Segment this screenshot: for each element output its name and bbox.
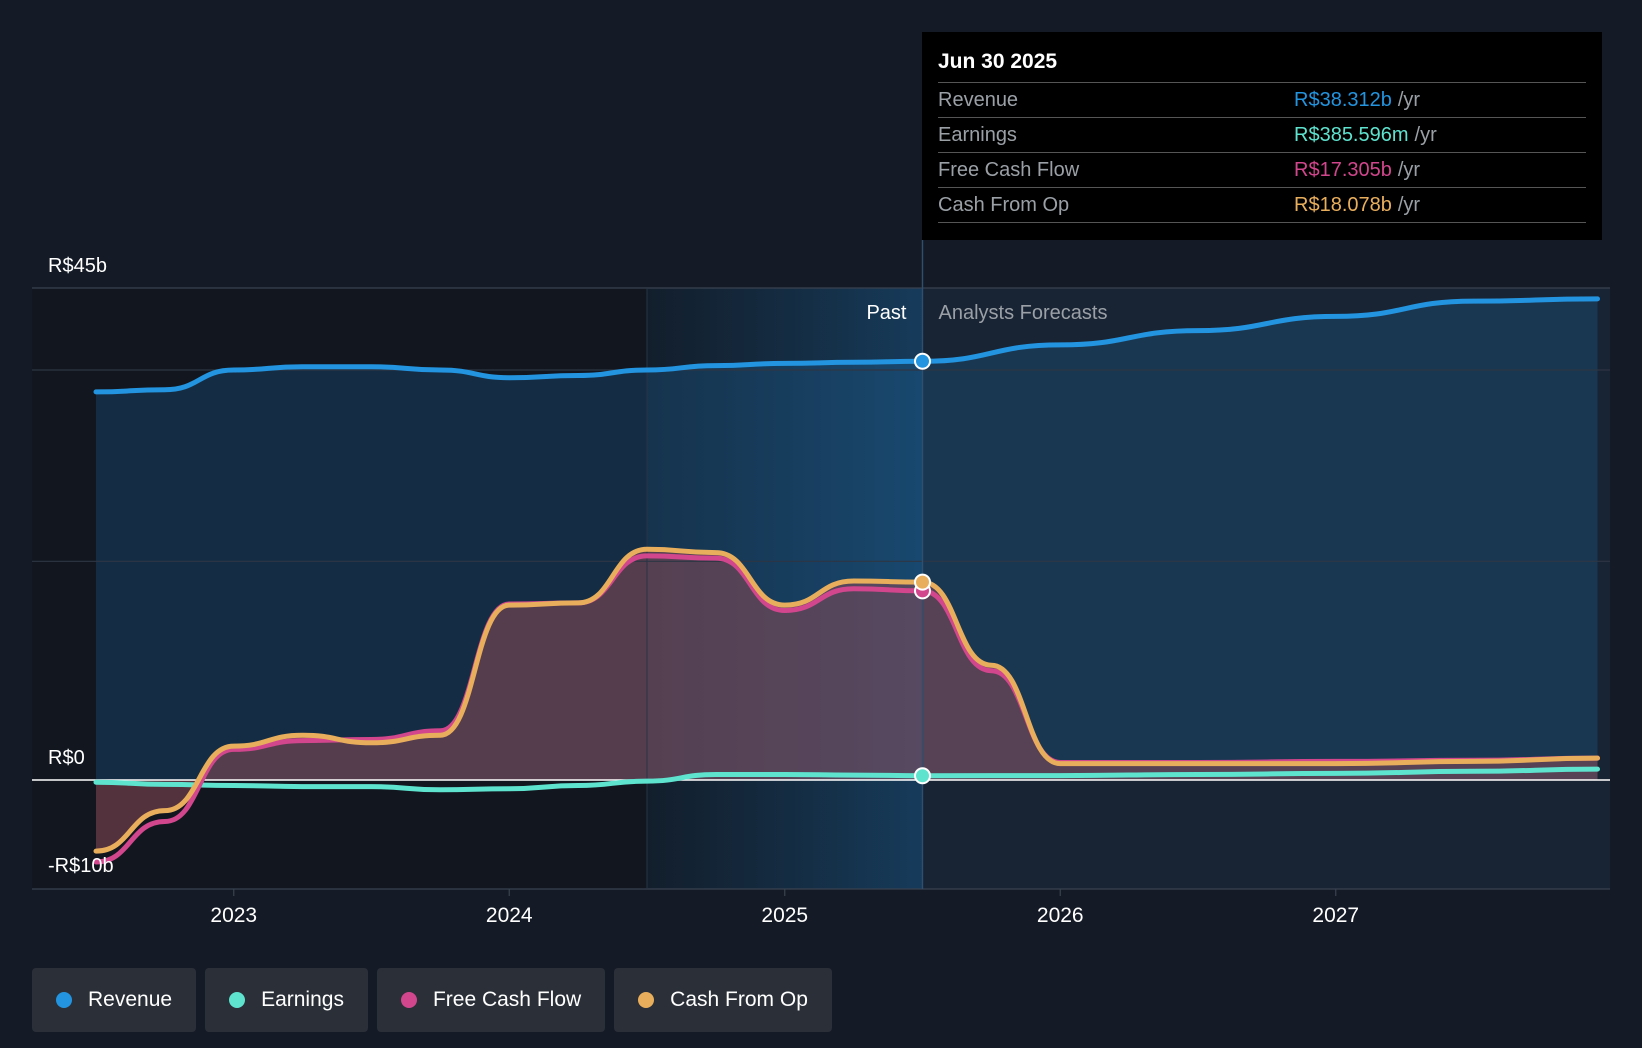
legend-item-revenue[interactable]: Revenue [32,968,197,1032]
y-axis-label-top: R$45b [48,255,107,277]
x-tick-label: 2023 [210,904,257,927]
tooltip-row-revenue: Revenue R$38.312b /yr [938,83,1586,118]
forecast-label: Analysts Forecasts [939,302,1108,324]
cfo-dot-icon [638,992,655,1008]
cash-from-op-marker [914,573,931,591]
tooltip-label: Revenue [938,89,1019,111]
legend-label: Cash From Op [670,988,808,1011]
tooltip-unit: /yr [1397,194,1421,216]
revenue-dot-icon [56,992,72,1008]
tooltip-row-earnings: Earnings R$385.596m /yr [938,118,1586,153]
revenue-marker [914,352,931,370]
earnings-dot-icon [229,992,246,1008]
chart-markers [914,352,931,785]
legend-item-cfo[interactable]: Cash From Op [614,968,832,1032]
tooltip-row-cfo: Cash From Op R$18.078b /yr [938,188,1586,223]
tooltip-unit: /yr [1397,159,1421,181]
tooltip-unit: /yr [1414,124,1437,146]
tooltip-value: R$385.596m [1294,124,1409,146]
legend-item-earnings[interactable]: Earnings [205,968,368,1032]
tooltip-panel: Jun 30 2025 Revenue R$38.312b /yr Earnin… [922,32,1602,240]
tooltip-value: R$38.312b [1294,89,1392,111]
fcf-dot-icon [400,992,417,1008]
past-label: Past [866,302,906,324]
chart-labels: Past Analysts Forecasts R$45b R$0 -R$10b… [48,255,1359,927]
tooltip-label: Free Cash Flow [938,159,1080,181]
legend-item-fcf[interactable]: Free Cash Flow [376,968,606,1032]
tooltip-label: Earnings [938,124,1017,146]
tooltip-date: Jun 30 2025 [938,46,1586,83]
x-tick-label: 2025 [761,904,808,927]
earnings-line [93,766,1600,793]
x-tick-label: 2024 [486,904,533,927]
revenue-line [93,296,1600,395]
chart-areas [96,298,1598,852]
y-axis-label-zero: R$0 [48,747,85,769]
x-tick-label: 2027 [1312,904,1359,927]
legend-label: Earnings [261,988,344,1011]
y-axis-label-bottom: -R$10b [48,855,114,877]
legend-label: Revenue [88,988,173,1011]
tooltip-label: Cash From Op [938,194,1070,216]
legend: Revenue Earnings Free Cash Flow Cash Fro… [32,968,832,1032]
forecast-region [922,288,1610,889]
x-tick-label: 2026 [1037,904,1084,927]
chart-lines [93,296,1600,865]
legend-label: Free Cash Flow [432,988,582,1011]
tooltip-row-fcf: Free Cash Flow R$17.305b /yr [938,153,1586,188]
revenue-area [96,298,1598,780]
tooltip-value: R$18.078b [1294,194,1392,216]
tooltip-unit: /yr [1397,89,1421,111]
earnings-marker [914,767,931,785]
cash-from-op-line [93,546,1600,854]
tooltip-value: R$17.305b [1294,159,1392,181]
